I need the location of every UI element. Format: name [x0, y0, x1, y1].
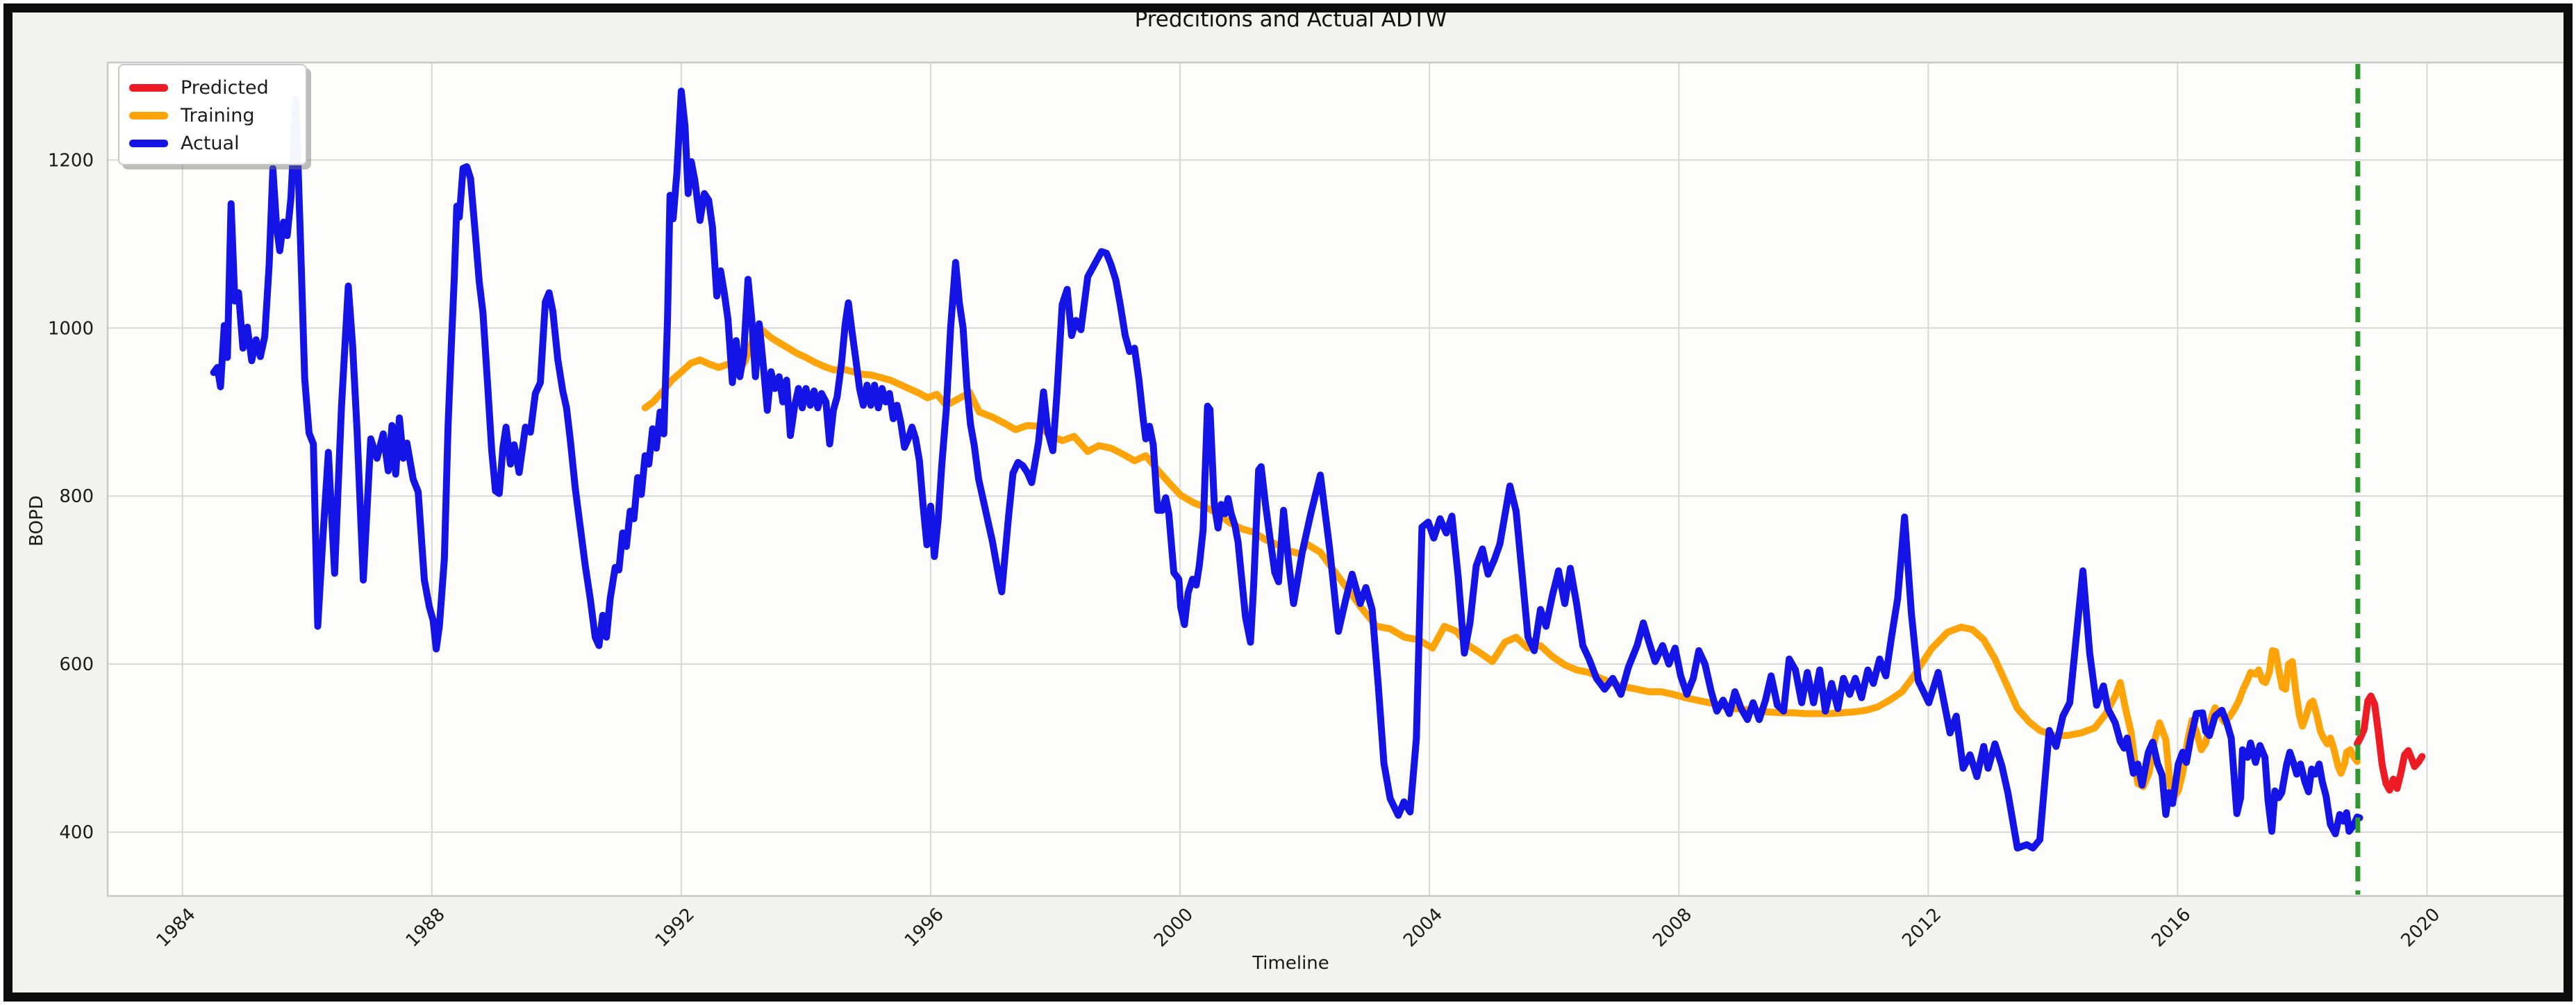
y-tick-label: 400 — [59, 822, 94, 843]
x-tick-label: 2000 — [1150, 904, 1197, 952]
legend-item-actual: Actual — [129, 129, 294, 157]
legend-box: Predicted Training Actual — [118, 64, 307, 165]
legend-label: Training — [181, 104, 255, 126]
training-line-swatch-icon — [129, 111, 168, 119]
y-tick-label: 800 — [59, 486, 94, 507]
training-line — [641, 322, 2361, 801]
predicted-line-swatch-icon — [129, 83, 168, 92]
legend-label: Predicted — [181, 76, 269, 99]
plot-background — [108, 63, 2564, 896]
x-tick-label: 1992 — [651, 904, 699, 952]
x-tick-label: 1988 — [402, 904, 449, 952]
legend-item-predicted: Predicted — [129, 74, 294, 101]
y-tick-label: 1200 — [48, 150, 94, 171]
x-tick-label: 2012 — [1898, 904, 1945, 952]
y-tick-label: 600 — [59, 654, 94, 675]
x-tick-label: 2004 — [1399, 904, 1447, 952]
x-tick-label: 1984 — [153, 904, 200, 952]
actual-line — [210, 88, 2363, 852]
legend-item-training: Training — [129, 101, 294, 129]
chart-title: Predcitions and Actual ADTW — [1134, 7, 1447, 32]
x-tick-label: 2020 — [2397, 904, 2444, 952]
y-tick-label: 1000 — [48, 318, 94, 339]
x-tick-label: 1996 — [901, 904, 948, 952]
legend-label: Actual — [181, 132, 240, 154]
x-tick-label: 2008 — [1649, 904, 1696, 952]
actual-line-swatch-icon — [129, 139, 168, 147]
x-axis-label: Timeline — [1252, 953, 1329, 974]
x-tick-label: 2016 — [2147, 904, 2195, 952]
predicted-line — [2354, 692, 2426, 794]
